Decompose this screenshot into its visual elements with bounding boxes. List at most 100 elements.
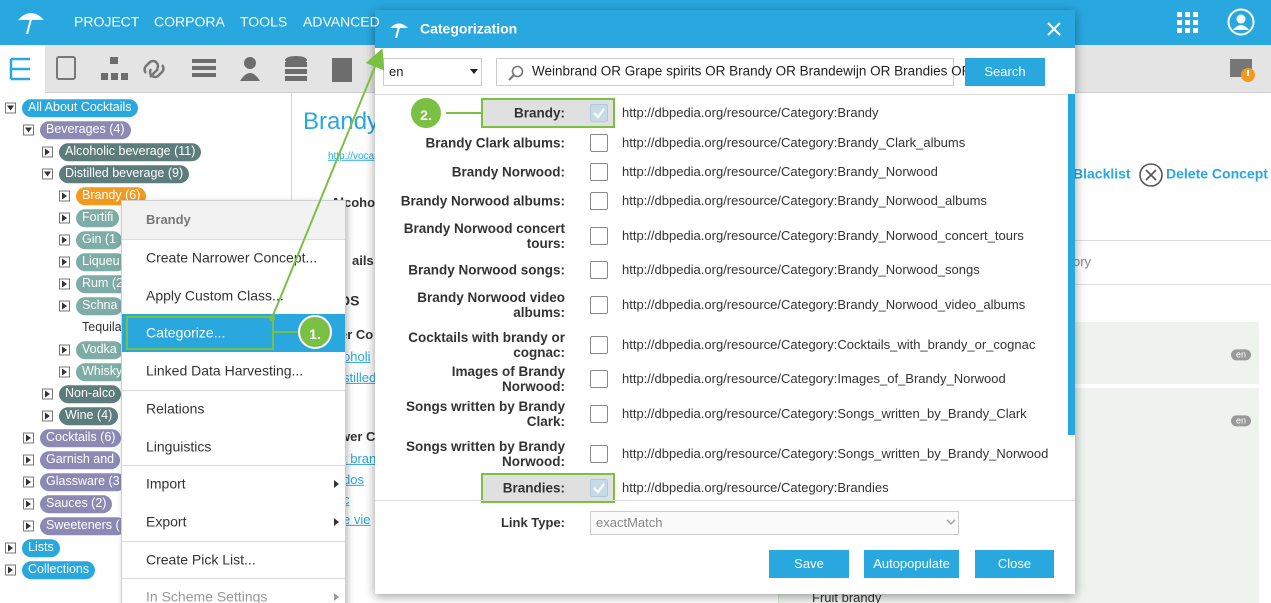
- menu-item[interactable]: Import: [146, 475, 186, 492]
- tree-node[interactable]: Alcoholic beverage (11): [59, 143, 202, 161]
- tree-toggle[interactable]: [5, 102, 16, 114]
- tree-toggle[interactable]: [59, 344, 70, 356]
- tree-node[interactable]: Lists: [22, 539, 60, 557]
- menu-item[interactable]: Categorize...: [146, 324, 226, 341]
- category-label: Cocktails with brandy or cognac:: [408, 330, 565, 360]
- category-checkbox[interactable]: [590, 163, 608, 181]
- close-icon[interactable]: [1047, 22, 1061, 36]
- category-checkbox[interactable]: [590, 192, 608, 210]
- tree-toggle[interactable]: [59, 212, 70, 224]
- tree-node[interactable]: Schna: [76, 297, 124, 315]
- category-checkbox[interactable]: [590, 445, 608, 463]
- nav-item[interactable]: CORPORA: [154, 13, 225, 30]
- tree-node[interactable]: Fortifi: [76, 209, 120, 227]
- menu-item[interactable]: Apply Custom Class...: [146, 286, 284, 303]
- search-button[interactable]: Search: [965, 58, 1045, 86]
- tree-toggle[interactable]: [42, 410, 53, 422]
- tree-toggle[interactable]: [5, 564, 16, 576]
- tree-node[interactable]: Non-alco: [59, 385, 122, 403]
- tree-toggle[interactable]: [59, 366, 70, 378]
- tree-node[interactable]: Cocktails (6): [40, 429, 122, 447]
- menu-item[interactable]: Linguistics: [146, 437, 212, 454]
- user-icon[interactable]: [1227, 8, 1255, 36]
- tree-node[interactable]: Glassware (3: [40, 473, 126, 491]
- step-marker: 2.: [409, 96, 443, 130]
- divider: [375, 500, 1075, 501]
- dialog-title: Categorization: [420, 20, 518, 37]
- dialog-button[interactable]: Autopopulate: [864, 550, 959, 578]
- category-uri: http://dbpedia.org/resource/Category:Son…: [622, 445, 1049, 461]
- category-checkbox[interactable]: [590, 261, 608, 279]
- tree-node[interactable]: Liqueu: [76, 253, 126, 271]
- category-checkbox[interactable]: [590, 134, 608, 152]
- submenu-arrow: [334, 480, 339, 489]
- toolbar-icons[interactable]: [0, 45, 380, 93]
- tree-toggle[interactable]: [42, 388, 53, 400]
- menu-item[interactable]: Relations: [146, 400, 205, 417]
- tree-node[interactable]: Wine (4): [59, 407, 119, 425]
- tree-toggle[interactable]: [23, 498, 34, 510]
- tree-toggle[interactable]: [59, 256, 70, 268]
- apps-icon[interactable]: [1177, 12, 1199, 34]
- tree-node[interactable]: Distilled beverage (9): [59, 165, 190, 183]
- menu-separator: [122, 465, 345, 467]
- background-text[interactable]: Blacklist: [1073, 165, 1131, 182]
- tree-toggle[interactable]: [23, 520, 34, 532]
- menu-item[interactable]: Export: [146, 513, 187, 530]
- tree-node[interactable]: Vodka: [76, 341, 123, 359]
- category-checkbox[interactable]: [590, 296, 608, 314]
- tree-node[interactable]: Tequila: [82, 320, 122, 335]
- category-uri: http://dbpedia.org/resource/Category:Coc…: [622, 336, 1036, 352]
- menu-item[interactable]: Linked Data Harvesting...: [146, 362, 304, 379]
- logo: [18, 13, 44, 35]
- nav-item[interactable]: TOOLS: [240, 13, 288, 30]
- category-label: Brandy Norwood songs:: [408, 262, 565, 278]
- notes-icon[interactable]: [1228, 57, 1258, 85]
- tree-toggle[interactable]: [23, 124, 34, 136]
- nav-item[interactable]: PROJECT: [74, 13, 140, 30]
- dialog-button[interactable]: Save: [769, 550, 849, 578]
- tree-node[interactable]: Garnish and: [40, 451, 121, 469]
- category-checkbox[interactable]: [590, 227, 608, 245]
- background-text: stilled: [343, 369, 377, 385]
- tree-node[interactable]: Rum (2: [76, 275, 129, 293]
- background-text[interactable]: Delete Concept: [1166, 165, 1268, 182]
- search-input[interactable]: [496, 58, 954, 86]
- select-chevron: [946, 519, 956, 525]
- category-checkbox[interactable]: [590, 104, 608, 122]
- tree-node[interactable]: Sauces (2): [40, 495, 113, 513]
- category-checkbox[interactable]: [590, 370, 608, 388]
- tree-toggle[interactable]: [59, 300, 70, 312]
- category-label: Brandy:: [513, 105, 565, 121]
- tree-toggle[interactable]: [5, 542, 16, 554]
- dialog-button[interactable]: Close: [975, 550, 1054, 578]
- tree-node[interactable]: Whisky: [76, 363, 129, 381]
- language-select[interactable]: [383, 58, 482, 86]
- tree-toggle[interactable]: [23, 432, 34, 444]
- background-text: Brandy: [303, 108, 380, 135]
- menu-item[interactable]: Create Narrower Concept...: [146, 249, 318, 266]
- tree-node[interactable]: Collections: [22, 561, 96, 579]
- category-checkbox[interactable]: [590, 336, 608, 354]
- tree-toggle[interactable]: [59, 234, 70, 246]
- tree-node[interactable]: Beverages (4): [40, 121, 131, 139]
- tree-toggle[interactable]: [59, 278, 70, 290]
- tree-toggle[interactable]: [42, 146, 53, 158]
- category-uri: http://dbpedia.org/resource/Category:Bra…: [622, 296, 1026, 312]
- category-label: Brandy Clark albums:: [425, 135, 565, 151]
- tree-node[interactable]: Sweeteners (: [40, 517, 126, 535]
- menu-item[interactable]: Create Pick List...: [146, 550, 256, 567]
- tree-node[interactable]: All About Cocktails: [22, 99, 138, 117]
- tree-toggle[interactable]: [23, 454, 34, 466]
- category-checkbox[interactable]: [590, 479, 608, 497]
- scrollbar[interactable]: [1068, 94, 1075, 435]
- nav-item[interactable]: ADVANCED: [303, 13, 380, 30]
- tree-toggle[interactable]: [59, 190, 70, 202]
- link-type-select[interactable]: [590, 511, 959, 535]
- category-checkbox[interactable]: [590, 405, 608, 423]
- tree-toggle[interactable]: [42, 168, 53, 180]
- category-label: Songs written by Brandy Norwood:: [405, 439, 565, 469]
- tree-node[interactable]: Gin (1: [76, 231, 123, 249]
- tree-toggle[interactable]: [23, 476, 34, 488]
- search-query: Weinbrand OR Grape spirits OR Brandy OR …: [532, 63, 972, 79]
